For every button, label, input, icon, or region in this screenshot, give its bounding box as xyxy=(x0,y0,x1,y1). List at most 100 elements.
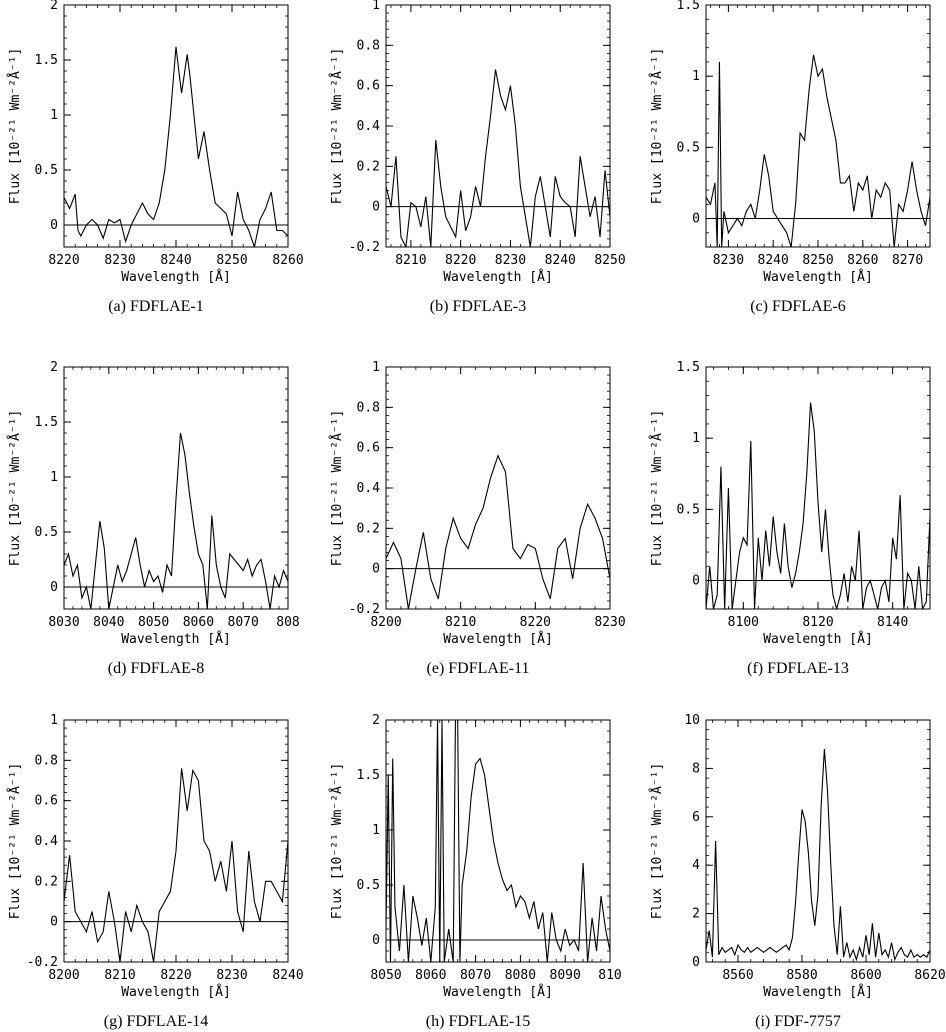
x-axis-label: Wavelength [Å] xyxy=(121,631,231,647)
x-tick-label: 8050 xyxy=(370,968,401,983)
plot-frame xyxy=(385,366,611,610)
x-tick-label: 8600 xyxy=(850,968,881,983)
y-tick-label: -0.2 xyxy=(349,602,380,617)
panel-caption: (g) FDFLAE-14 xyxy=(104,1013,208,1030)
x-tick-label: 8200 xyxy=(48,968,79,983)
y-tick-label: 0.6 xyxy=(35,794,58,809)
y-tick-label: 0.6 xyxy=(357,79,380,94)
x-tick-label: 810 xyxy=(598,968,621,983)
x-axis-label: Wavelength [Å] xyxy=(443,631,553,647)
panel-caption: (d) FDFLAE-8 xyxy=(108,660,204,677)
x-tick-label: 8050 xyxy=(138,615,169,630)
y-tick-label: 0 xyxy=(372,562,380,577)
x-axis-label: Wavelength [Å] xyxy=(443,984,553,1000)
y-tick-label: 0.5 xyxy=(357,878,380,893)
x-tick-label: 8230 xyxy=(495,253,526,268)
y-tick-label: 0.5 xyxy=(35,163,58,178)
spectrum-line xyxy=(64,432,288,609)
y-tick-label: -0.2 xyxy=(349,240,380,255)
x-tick-label: 8060 xyxy=(415,968,446,983)
panel-9: 8560 8580 8600 8620 0 2 4 6 8 10 Wavelength [Å] Flu… xyxy=(649,713,946,1030)
x-tick-label: 8270 xyxy=(892,253,923,268)
x-tick-label: 8240 xyxy=(758,253,789,268)
x-tick-label: 8240 xyxy=(160,253,191,268)
y-tick-label: 0 xyxy=(50,218,58,233)
y-axis-label: Flux [10⁻²¹ Wm⁻²Å⁻¹] xyxy=(329,410,345,567)
x-tick-label: 8250 xyxy=(594,253,625,268)
spectrum-line xyxy=(64,768,288,962)
panel-8: 8050 8060 8070 8080 8090 81000.511.52Waveleng… xyxy=(329,713,622,1030)
x-tick-label: 8240 xyxy=(545,253,576,268)
y-tick-label: 2 xyxy=(372,713,380,728)
y-tick-label: 0 xyxy=(50,580,58,595)
y-tick-label: -0.2 xyxy=(27,955,58,970)
y-tick-label: 10 xyxy=(684,713,700,728)
y-tick-label: 1 xyxy=(50,713,58,728)
x-tick-label: 8230 xyxy=(594,615,625,630)
x-tick-label: 8200 xyxy=(370,615,401,630)
x-tick-label: 8220 xyxy=(48,253,79,268)
y-tick-label: 2 xyxy=(692,907,700,922)
spectrum-line xyxy=(386,720,610,962)
y-tick-label: 0.2 xyxy=(35,874,58,889)
y-tick-label: 0 xyxy=(372,200,380,215)
y-tick-label: 1.5 xyxy=(357,768,380,783)
spectrum-line xyxy=(386,454,610,609)
plot-frame xyxy=(705,719,931,963)
panel-caption: (b) FDFLAE-3 xyxy=(430,298,526,315)
x-tick-label: 8220 xyxy=(445,253,476,268)
x-axis-label: Wavelength [Å] xyxy=(763,984,873,1000)
y-tick-label: 1.5 xyxy=(35,415,58,430)
y-tick-label: 0.2 xyxy=(357,521,380,536)
y-tick-label: 0.5 xyxy=(677,502,700,517)
y-tick-label: 0.2 xyxy=(357,159,380,174)
x-tick-label: 8220 xyxy=(160,968,191,983)
y-axis-label: Flux [10⁻²¹ Wm⁻²Å⁻¹] xyxy=(329,48,345,205)
panel-2: 8210 8220 8230 8240 8250 -0.2 0 0.2 0.4 0.6 0.8 1 Wa… xyxy=(329,0,626,315)
x-tick-label: 808 xyxy=(276,615,299,630)
y-tick-label: 0.5 xyxy=(35,525,58,540)
plot-frame xyxy=(705,4,931,248)
y-tick-label: 1 xyxy=(692,69,700,84)
x-tick-label: 8210 xyxy=(104,968,135,983)
x-tick-label: 8240 xyxy=(272,968,303,983)
y-tick-label: 1 xyxy=(372,0,380,13)
y-tick-label: 0.6 xyxy=(357,441,380,456)
x-tick-label: 8120 xyxy=(802,615,833,630)
panel-6: 8100 8120 8140 0 0.5 1 1.5 Wavelength [Å] Flux [… xyxy=(649,360,931,677)
y-tick-label: 1 xyxy=(50,470,58,485)
x-axis-label: Wavelength [Å] xyxy=(763,631,873,647)
y-tick-label: 2 xyxy=(50,0,58,13)
spectrum-line xyxy=(706,402,930,609)
plot-frame xyxy=(63,719,289,963)
y-tick-label: 0 xyxy=(692,955,700,970)
x-tick-label: 8060 xyxy=(183,615,214,630)
y-axis-label: Flux [10⁻²¹ Wm⁻²Å⁻¹] xyxy=(649,410,665,567)
panel-3: 8230 8240 8250 8260 8270 0 0.5 1 1.5 Wavelength [… xyxy=(649,0,931,315)
x-tick-label: 8250 xyxy=(802,253,833,268)
y-tick-label: 1 xyxy=(372,823,380,838)
y-tick-label: 1.5 xyxy=(677,360,700,375)
panel-7: 8200 8210 8220 8230 8240 -0.2 0 0.2 0.4 0.6 0.8 1 Wa… xyxy=(7,713,304,1030)
panel-4: 8030 8040 8050 8060 8070 80800.511.52Waveleng… xyxy=(7,360,300,677)
spectrum-line xyxy=(64,46,288,247)
y-tick-label: 1 xyxy=(372,360,380,375)
y-axis-label: Flux [10⁻²¹ Wm⁻²Å⁻¹] xyxy=(649,48,665,205)
x-tick-label: 8260 xyxy=(272,253,303,268)
y-tick-label: 0.4 xyxy=(35,834,59,849)
y-tick-label: 0 xyxy=(372,933,380,948)
x-axis-label: Wavelength [Å] xyxy=(443,269,553,285)
x-tick-label: 8580 xyxy=(786,968,817,983)
y-tick-label: 4 xyxy=(692,858,700,873)
panel-1: 8220 8230 8240 8250 8260 0 0.5 1 1.5 2 Wavelength … xyxy=(7,0,304,315)
x-tick-label: 8620 xyxy=(914,968,945,983)
x-tick-label: 8210 xyxy=(395,253,426,268)
y-tick-label: 0.5 xyxy=(677,140,700,155)
x-tick-label: 8230 xyxy=(713,253,744,268)
y-tick-label: 0 xyxy=(692,212,700,227)
y-tick-label: 2 xyxy=(50,360,58,375)
y-axis-label: Flux [10⁻²¹ Wm⁻²Å⁻¹] xyxy=(649,763,665,920)
spectrum-line xyxy=(706,748,930,962)
y-tick-label: 0.4 xyxy=(357,119,381,134)
